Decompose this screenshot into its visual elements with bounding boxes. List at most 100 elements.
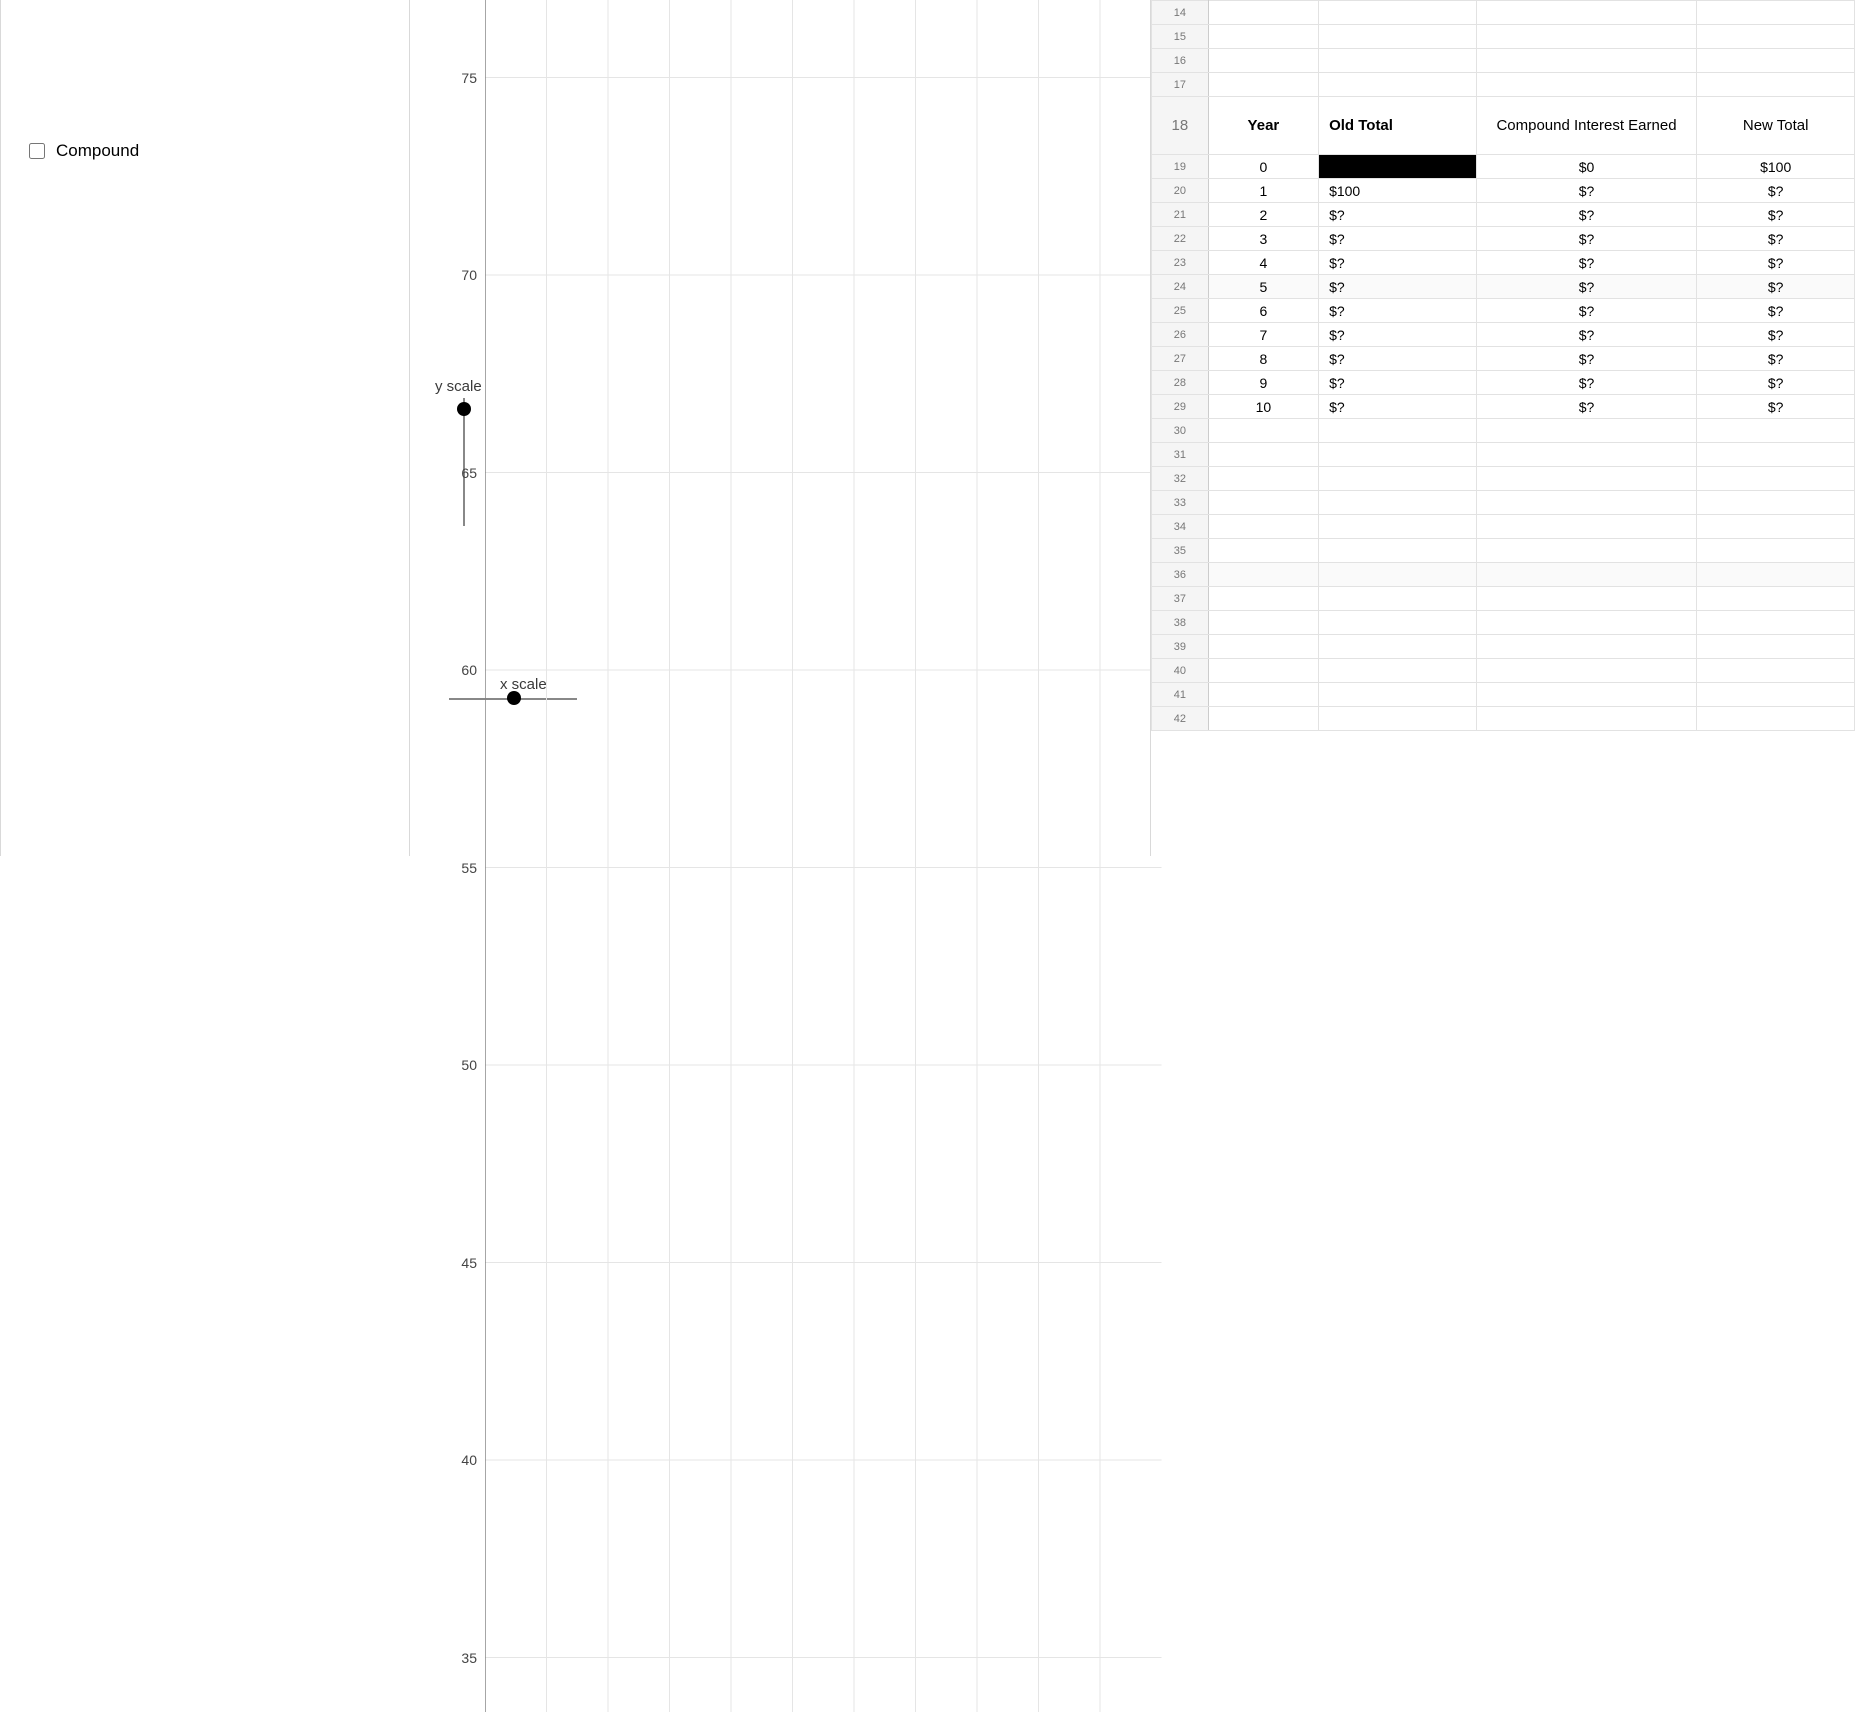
cell-empty[interactable] <box>1319 49 1477 73</box>
cell-old[interactable]: $? <box>1319 323 1477 347</box>
cell-interest[interactable]: $? <box>1476 395 1697 419</box>
cell-interest[interactable]: $? <box>1476 347 1697 371</box>
cell-empty[interactable] <box>1697 683 1855 707</box>
cell-empty[interactable] <box>1697 611 1855 635</box>
cell-year[interactable]: 0 <box>1208 155 1318 179</box>
cell-interest[interactable]: $? <box>1476 251 1697 275</box>
cell-empty[interactable] <box>1208 73 1318 97</box>
column-header-old[interactable]: Old Total <box>1319 97 1477 155</box>
cell-new[interactable]: $100 <box>1697 155 1855 179</box>
column-header-interest[interactable]: Compound Interest Earned <box>1476 97 1697 155</box>
cell-old[interactable]: $? <box>1319 371 1477 395</box>
cell-old[interactable]: $100 <box>1319 179 1477 203</box>
y-scale-handle[interactable] <box>457 402 471 416</box>
cell-year[interactable]: 4 <box>1208 251 1318 275</box>
cell-empty[interactable] <box>1697 49 1855 73</box>
cell-empty[interactable] <box>1697 587 1855 611</box>
cell-empty[interactable] <box>1476 635 1697 659</box>
cell-empty[interactable] <box>1319 467 1477 491</box>
cell-interest[interactable]: $? <box>1476 203 1697 227</box>
column-header-year[interactable]: Year <box>1208 97 1318 155</box>
cell-empty[interactable] <box>1476 587 1697 611</box>
cell-empty[interactable] <box>1697 635 1855 659</box>
cell-empty[interactable] <box>1476 419 1697 443</box>
cell-empty[interactable] <box>1697 73 1855 97</box>
cell-empty[interactable] <box>1319 539 1477 563</box>
cell-interest[interactable]: $? <box>1476 323 1697 347</box>
cell-empty[interactable] <box>1319 491 1477 515</box>
cell-interest[interactable]: $? <box>1476 227 1697 251</box>
cell-empty[interactable] <box>1476 73 1697 97</box>
cell-new[interactable]: $? <box>1697 395 1855 419</box>
y-scale-track[interactable] <box>463 398 465 526</box>
cell-empty[interactable] <box>1208 539 1318 563</box>
cell-empty[interactable] <box>1697 563 1855 587</box>
cell-old[interactable]: $? <box>1319 275 1477 299</box>
cell-empty[interactable] <box>1208 443 1318 467</box>
cell-new[interactable]: $? <box>1697 275 1855 299</box>
cell-year[interactable]: 5 <box>1208 275 1318 299</box>
cell-year[interactable]: 6 <box>1208 299 1318 323</box>
cell-empty[interactable] <box>1697 443 1855 467</box>
cell-empty[interactable] <box>1319 419 1477 443</box>
cell-interest[interactable]: $? <box>1476 179 1697 203</box>
cell-empty[interactable] <box>1208 1 1318 25</box>
cell-year[interactable]: 2 <box>1208 203 1318 227</box>
cell-empty[interactable] <box>1208 611 1318 635</box>
cell-empty[interactable] <box>1697 1 1855 25</box>
cell-empty[interactable] <box>1208 419 1318 443</box>
cell-old[interactable]: $? <box>1319 347 1477 371</box>
cell-new[interactable]: $? <box>1697 323 1855 347</box>
cell-new[interactable]: $? <box>1697 347 1855 371</box>
cell-interest[interactable]: $? <box>1476 275 1697 299</box>
compound-checkbox[interactable] <box>29 143 45 159</box>
cell-empty[interactable] <box>1319 611 1477 635</box>
cell-old[interactable]: $? <box>1319 299 1477 323</box>
cell-empty[interactable] <box>1697 419 1855 443</box>
cell-empty[interactable] <box>1476 515 1697 539</box>
cell-empty[interactable] <box>1319 563 1477 587</box>
cell-empty[interactable] <box>1208 25 1318 49</box>
cell-old[interactable]: $? <box>1319 203 1477 227</box>
cell-interest[interactable]: $? <box>1476 299 1697 323</box>
cell-empty[interactable] <box>1697 467 1855 491</box>
cell-new[interactable]: $? <box>1697 251 1855 275</box>
cell-new[interactable]: $? <box>1697 371 1855 395</box>
cell-old[interactable]: $? <box>1319 251 1477 275</box>
cell-empty[interactable] <box>1697 491 1855 515</box>
cell-empty[interactable] <box>1697 515 1855 539</box>
cell-old[interactable]: $? <box>1319 227 1477 251</box>
cell-empty[interactable] <box>1208 587 1318 611</box>
cell-empty[interactable] <box>1208 491 1318 515</box>
cell-year[interactable]: 8 <box>1208 347 1318 371</box>
cell-empty[interactable] <box>1319 1 1477 25</box>
cell-empty[interactable] <box>1319 515 1477 539</box>
compound-checkbox-row[interactable]: Compound <box>25 140 385 162</box>
column-header-new[interactable]: New Total <box>1697 97 1855 155</box>
cell-empty[interactable] <box>1208 467 1318 491</box>
cell-year[interactable]: 1 <box>1208 179 1318 203</box>
cell-empty[interactable] <box>1476 25 1697 49</box>
cell-empty[interactable] <box>1319 443 1477 467</box>
cell-empty[interactable] <box>1697 539 1855 563</box>
cell-empty[interactable] <box>1697 659 1855 683</box>
cell-empty[interactable] <box>1476 49 1697 73</box>
cell-empty[interactable] <box>1319 73 1477 97</box>
cell-empty[interactable] <box>1476 563 1697 587</box>
cell-new[interactable]: $? <box>1697 179 1855 203</box>
cell-empty[interactable] <box>1319 707 1477 731</box>
cell-empty[interactable] <box>1208 659 1318 683</box>
cell-new[interactable]: $? <box>1697 227 1855 251</box>
cell-old[interactable] <box>1319 155 1477 179</box>
cell-empty[interactable] <box>1319 25 1477 49</box>
cell-empty[interactable] <box>1476 683 1697 707</box>
cell-empty[interactable] <box>1476 491 1697 515</box>
cell-empty[interactable] <box>1208 683 1318 707</box>
cell-empty[interactable] <box>1476 539 1697 563</box>
cell-empty[interactable] <box>1476 659 1697 683</box>
cell-empty[interactable] <box>1208 515 1318 539</box>
cell-empty[interactable] <box>1208 563 1318 587</box>
cell-empty[interactable] <box>1319 635 1477 659</box>
cell-empty[interactable] <box>1697 25 1855 49</box>
cell-empty[interactable] <box>1476 467 1697 491</box>
